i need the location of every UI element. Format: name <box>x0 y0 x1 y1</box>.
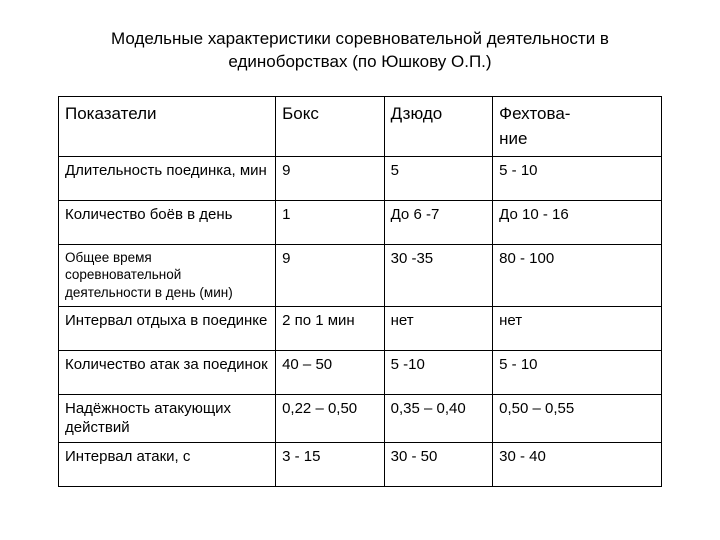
cell: 2 по 1 мин <box>276 306 385 350</box>
column-header-0: Показатели <box>59 96 276 156</box>
row-label: Количество атак за поединок <box>59 350 276 394</box>
slide: Модельные характеристики соревновательно… <box>0 0 720 487</box>
cell: 5 - 10 <box>493 156 662 200</box>
cell: нет <box>384 306 493 350</box>
cell: 0,35 – 0,40 <box>384 394 493 442</box>
cell: 40 – 50 <box>276 350 385 394</box>
cell: 30 - 40 <box>493 442 662 486</box>
column-header-3: Фехтова-ние <box>493 96 662 156</box>
cell: 0,50 – 0,55 <box>493 394 662 442</box>
cell: 5 <box>384 156 493 200</box>
table-header: ПоказателиБоксДзюдоФехтова-ние <box>59 96 662 156</box>
row-label: Длительность поединка, мин <box>59 156 276 200</box>
table-body: Длительность поединка, мин955 - 10Количе… <box>59 156 662 486</box>
row-label: Общее время соревновательной деятельност… <box>59 244 276 306</box>
cell: 5 -10 <box>384 350 493 394</box>
row-label: Интервал отдыха в поединке <box>59 306 276 350</box>
slide-title: Модельные характеристики соревновательно… <box>58 28 662 74</box>
table-row: Длительность поединка, мин955 - 10 <box>59 156 662 200</box>
column-header-2: Дзюдо <box>384 96 493 156</box>
table-row: Количество боёв в день1До 6 -7До 10 - 16 <box>59 200 662 244</box>
cell: 0,22 – 0,50 <box>276 394 385 442</box>
table-row: Количество атак за поединок40 – 505 -105… <box>59 350 662 394</box>
table-row: Интервал атаки, с3 - 1530 - 5030 - 40 <box>59 442 662 486</box>
cell: нет <box>493 306 662 350</box>
cell: 9 <box>276 156 385 200</box>
cell: 30 - 50 <box>384 442 493 486</box>
column-header-1: Бокс <box>276 96 385 156</box>
cell: 30 -35 <box>384 244 493 306</box>
table-row: Надёжность атакующих действий0,22 – 0,50… <box>59 394 662 442</box>
row-label: Интервал атаки, с <box>59 442 276 486</box>
cell: До 6 -7 <box>384 200 493 244</box>
cell: До 10 - 16 <box>493 200 662 244</box>
cell: 3 - 15 <box>276 442 385 486</box>
cell: 5 - 10 <box>493 350 662 394</box>
table-row: Общее время соревновательной деятельност… <box>59 244 662 306</box>
cell: 9 <box>276 244 385 306</box>
row-label: Количество боёв в день <box>59 200 276 244</box>
cell: 1 <box>276 200 385 244</box>
table-row: Интервал отдыха в поединке2 по 1 миннетн… <box>59 306 662 350</box>
cell: 80 - 100 <box>493 244 662 306</box>
row-label: Надёжность атакующих действий <box>59 394 276 442</box>
characteristics-table: ПоказателиБоксДзюдоФехтова-ние Длительно… <box>58 96 662 487</box>
